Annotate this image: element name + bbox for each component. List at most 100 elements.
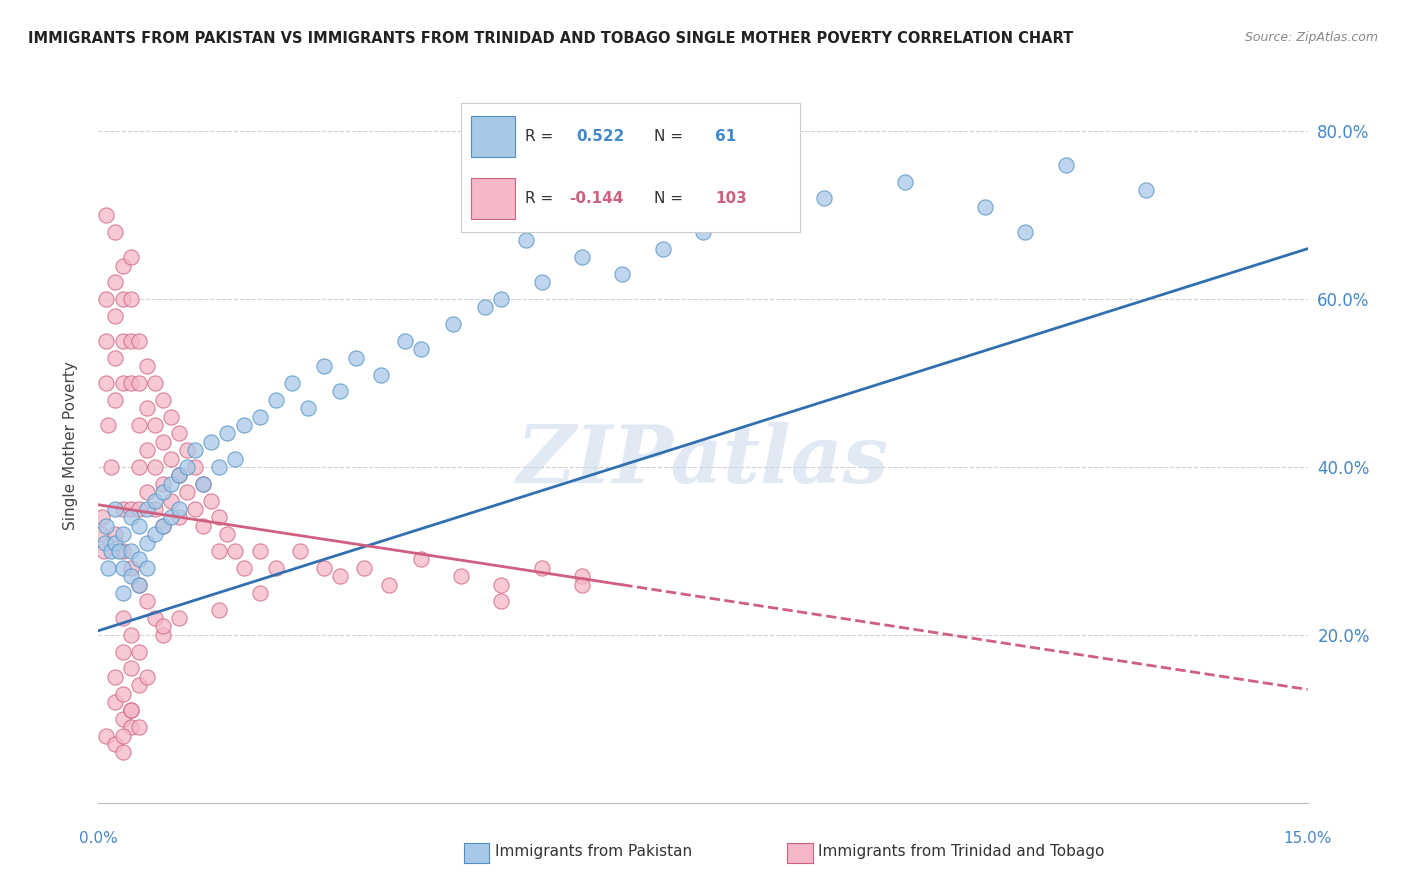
Point — [208, 460, 231, 475]
Point — [96, 729, 118, 743]
Point — [515, 233, 537, 247]
Point — [128, 502, 150, 516]
Point — [135, 535, 157, 549]
Point — [103, 225, 125, 239]
Point — [96, 334, 118, 348]
Point — [1054, 158, 1077, 172]
Point — [143, 527, 166, 541]
Point — [135, 670, 157, 684]
Text: Immigrants from Trinidad and Tobago: Immigrants from Trinidad and Tobago — [818, 845, 1105, 859]
Point — [111, 560, 134, 574]
Point — [314, 560, 336, 574]
Point — [450, 569, 472, 583]
Point — [329, 384, 352, 399]
Text: 15.0%: 15.0% — [1284, 831, 1331, 846]
Point — [232, 417, 254, 432]
Point — [128, 334, 150, 348]
Point — [491, 292, 513, 306]
Point — [184, 502, 207, 516]
Point — [160, 493, 183, 508]
Point — [128, 678, 150, 692]
Point — [264, 560, 287, 574]
Point — [530, 275, 553, 289]
Point — [152, 476, 174, 491]
Point — [120, 703, 142, 717]
Point — [143, 493, 166, 508]
Point — [160, 409, 183, 424]
Point — [152, 518, 174, 533]
Point — [128, 518, 150, 533]
Point — [143, 417, 166, 432]
Point — [128, 376, 150, 390]
Point — [111, 645, 134, 659]
Point — [135, 560, 157, 574]
Point — [111, 292, 134, 306]
Point — [249, 586, 271, 600]
Point — [103, 527, 125, 541]
Point — [128, 577, 150, 591]
Point — [193, 476, 215, 491]
Point — [91, 510, 114, 524]
Point — [103, 351, 125, 365]
Point — [103, 309, 125, 323]
Point — [249, 409, 271, 424]
Point — [93, 544, 115, 558]
Point — [96, 208, 118, 222]
Point — [96, 376, 118, 390]
Point — [128, 645, 150, 659]
Point — [329, 569, 352, 583]
Point — [128, 417, 150, 432]
Point — [152, 628, 174, 642]
Point — [491, 577, 513, 591]
Point — [120, 703, 142, 717]
Point — [208, 544, 231, 558]
Point — [128, 577, 150, 591]
Point — [111, 712, 134, 726]
Point — [176, 460, 198, 475]
Point — [353, 560, 375, 574]
Point — [96, 292, 118, 306]
Point — [111, 611, 134, 625]
Point — [111, 259, 134, 273]
Point — [409, 343, 432, 357]
Point — [160, 510, 183, 524]
Point — [143, 460, 166, 475]
Point — [224, 451, 246, 466]
Point — [813, 191, 835, 205]
Point — [152, 485, 174, 500]
Point — [193, 518, 215, 533]
Point — [200, 493, 222, 508]
Point — [135, 359, 157, 374]
Point — [152, 619, 174, 633]
Point — [176, 485, 198, 500]
Point — [1135, 183, 1157, 197]
Point — [120, 544, 142, 558]
Point — [651, 242, 673, 256]
Point — [111, 334, 134, 348]
Point — [344, 351, 367, 365]
Point — [232, 560, 254, 574]
Text: Source: ZipAtlas.com: Source: ZipAtlas.com — [1244, 31, 1378, 45]
Point — [135, 485, 157, 500]
Point — [103, 392, 125, 407]
Point — [370, 368, 392, 382]
Point — [103, 670, 125, 684]
Point — [314, 359, 336, 374]
Point — [120, 720, 142, 734]
Point — [208, 510, 231, 524]
Point — [152, 434, 174, 449]
Text: 0.0%: 0.0% — [79, 831, 118, 846]
Text: ZIPatlas: ZIPatlas — [517, 422, 889, 499]
Point — [733, 208, 755, 222]
Point — [394, 334, 416, 348]
Text: Immigrants from Pakistan: Immigrants from Pakistan — [495, 845, 692, 859]
Point — [103, 737, 125, 751]
Point — [176, 443, 198, 458]
Point — [120, 560, 142, 574]
Point — [96, 518, 118, 533]
Point — [474, 301, 496, 315]
Point — [120, 376, 142, 390]
Point — [571, 569, 593, 583]
Point — [128, 720, 150, 734]
Point — [288, 544, 311, 558]
